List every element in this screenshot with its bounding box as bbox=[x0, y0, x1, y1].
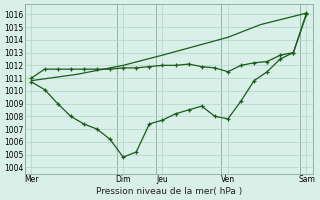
X-axis label: Pression niveau de la mer( hPa ): Pression niveau de la mer( hPa ) bbox=[96, 187, 242, 196]
